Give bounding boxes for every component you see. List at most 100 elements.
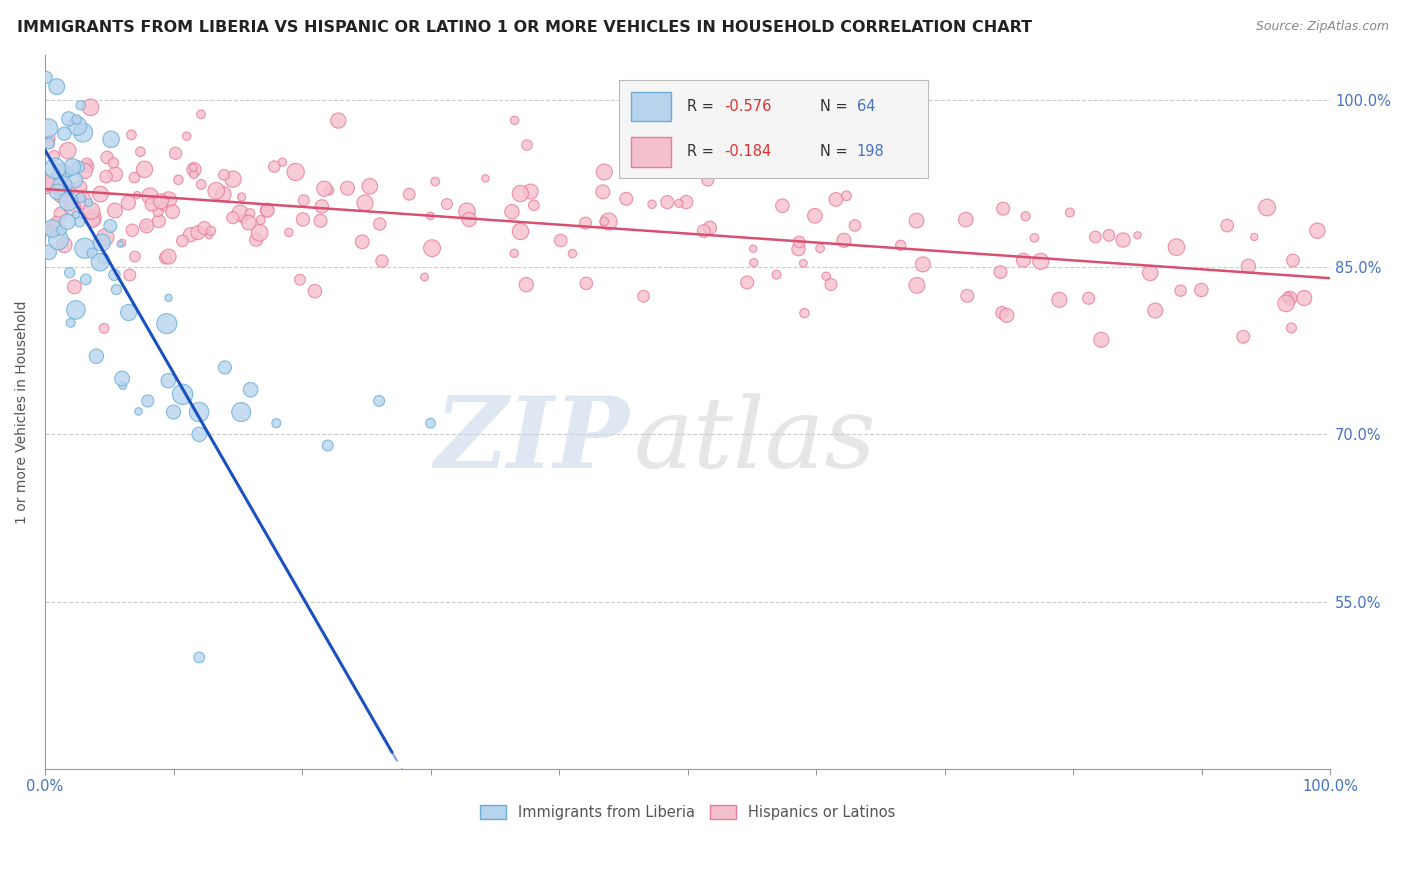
Point [266,416,288,430]
Point [60,200,83,214]
Point [205,184,228,198]
Point [73,164,96,178]
Point [436,197,458,211]
Point [239,206,262,220]
Point [190,107,212,121]
Point [519,185,541,199]
Point [1012,253,1035,268]
Point [1144,303,1167,318]
Point [420,241,443,255]
Point [641,197,664,211]
Point [149,194,172,209]
Point [72,194,94,208]
Point [89,187,111,202]
Point [146,204,169,219]
Point [42,219,65,234]
Point [90,235,112,250]
Point [39,132,62,146]
Point [129,145,152,159]
Point [593,214,616,228]
Point [157,193,180,207]
Text: 198: 198 [856,144,884,159]
Point [425,175,447,189]
Point [65,208,87,222]
Point [990,265,1012,279]
Point [148,214,170,228]
Point [271,155,294,169]
Point [231,405,253,419]
Point [56,144,79,158]
Point [808,241,831,255]
Point [39,223,62,237]
Point [696,173,718,187]
Point [1059,205,1081,219]
Point [316,438,339,452]
Point [80,203,103,218]
Point [742,255,765,269]
Point [82,246,104,260]
Point [124,250,146,264]
Point [212,168,235,182]
Point [183,167,205,181]
Point [157,250,180,264]
Point [256,203,278,218]
Point [1278,291,1301,305]
Point [46,185,69,199]
Point [742,242,765,256]
Point [516,138,538,153]
Point [176,129,198,144]
Point [1090,333,1112,347]
Point [38,245,60,260]
Point [67,160,90,174]
Point [181,161,204,175]
Point [157,291,180,305]
Text: N =: N = [820,99,852,114]
Bar [631,92,671,121]
Point [284,165,307,179]
Point [770,199,793,213]
Point [222,172,245,186]
Point [45,79,67,94]
Text: N =: N = [820,144,852,159]
Point [76,156,98,170]
Point [180,227,202,242]
Point [53,237,76,252]
Point [79,100,101,114]
Point [82,213,104,227]
Point [69,191,91,205]
Point [167,173,190,187]
Point [96,150,118,164]
Point [1029,254,1052,268]
Point [193,221,215,235]
Point [35,176,58,190]
Point [44,161,66,176]
Point [832,233,855,247]
Point [157,374,180,388]
Point [51,223,73,237]
Point [152,200,174,214]
Point [93,321,115,335]
Point [277,226,299,240]
Point [1139,266,1161,280]
Point [905,213,928,227]
Point [162,405,184,419]
Point [550,234,572,248]
Point [162,204,184,219]
Point [787,242,810,256]
Point [1084,230,1107,244]
Text: -0.576: -0.576 [724,99,770,114]
Point [66,119,89,133]
Point [103,156,125,170]
Point [121,223,143,237]
Point [371,254,394,268]
Point [77,160,100,174]
Point [787,235,810,249]
Point [368,217,391,231]
Point [249,226,271,240]
Text: R =: R = [686,144,718,159]
Point [1232,330,1254,344]
Point [1256,201,1278,215]
Text: -0.184: -0.184 [724,144,770,159]
Point [111,235,134,250]
Point [55,165,77,179]
